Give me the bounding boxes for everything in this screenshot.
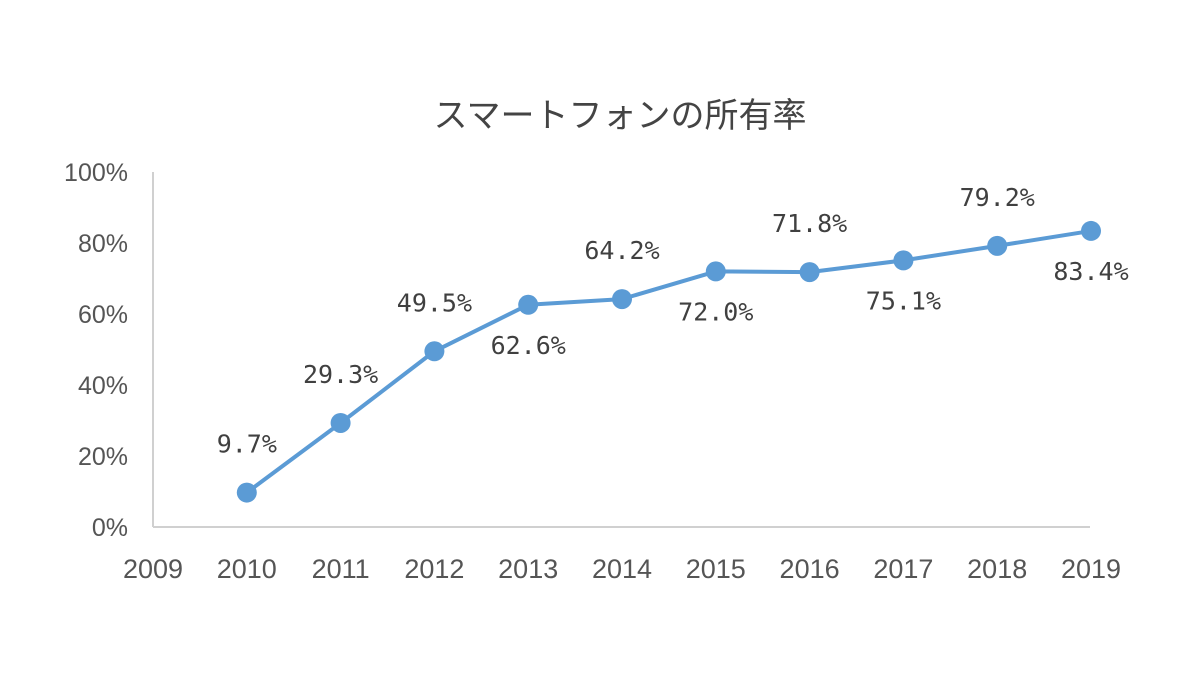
x-tick-label: 2013	[498, 554, 558, 584]
series-polyline	[245, 228, 1092, 495]
x-tick-label: 2011	[312, 554, 370, 584]
y-tick-label: 80%	[78, 230, 128, 258]
data-label: 71.8%	[772, 209, 847, 238]
data-point	[987, 235, 1008, 256]
chart-title: スマートフォンの所有率	[434, 96, 807, 136]
data-label: 9.7%	[217, 430, 277, 459]
series-line	[236, 220, 1101, 503]
y-tick-label: 100%	[64, 159, 128, 187]
y-tick-label: 20%	[78, 443, 128, 471]
data-label: 64.2%	[584, 236, 659, 265]
data-point	[799, 262, 820, 283]
x-tick-label: 2010	[217, 554, 277, 584]
x-tick-label: 2015	[686, 554, 746, 584]
data-point	[705, 261, 726, 282]
data-point	[518, 294, 539, 315]
x-tick-label: 2012	[404, 554, 464, 584]
data-label: 72.0%	[678, 297, 753, 326]
tick-labels: 0% 20% 40% 60% 80% 100% 2009 2010 2011 2012 2013 20…	[64, 159, 1121, 584]
x-tick-label: 2014	[592, 554, 652, 584]
data-point	[236, 482, 257, 503]
data-point	[1081, 220, 1101, 241]
data-point	[893, 250, 914, 271]
x-tick-label: 2009	[123, 554, 183, 584]
data-point	[330, 412, 351, 433]
data-label: 79.2%	[960, 183, 1035, 212]
y-tick-label: 60%	[78, 301, 128, 329]
data-label: 29.3%	[303, 360, 378, 389]
data-labels: 9.7% 29.3% 49.5% 62.6% 64.2% 72.0% 71.8% 75.1% 7…	[217, 183, 1129, 459]
x-tick-label: 2018	[967, 554, 1027, 584]
data-point	[612, 289, 632, 310]
y-tick-label: 40%	[78, 372, 128, 400]
axes	[152, 172, 1090, 528]
data-point	[424, 341, 445, 362]
data-label: 62.6%	[491, 331, 566, 360]
x-tick-label: 2016	[780, 554, 840, 584]
data-label: 83.4%	[1053, 257, 1128, 286]
data-label: 49.5%	[397, 288, 472, 317]
y-tick-label: 0%	[92, 514, 128, 542]
data-label: 75.1%	[866, 286, 941, 315]
x-tick-label: 2017	[873, 554, 933, 584]
x-tick-label: 2019	[1061, 554, 1121, 584]
